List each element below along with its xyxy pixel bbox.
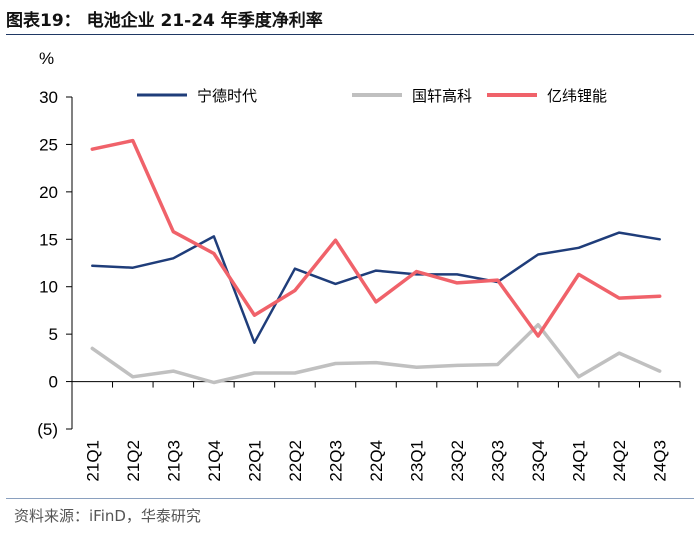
x-tick-label: 21Q4 [205, 440, 224, 482]
y-tick-label: 0 [49, 373, 58, 392]
page-title: 图表19： 电池企业 21-24 年季度净利率 [6, 11, 323, 31]
x-axis-labels: 21Q1 21Q2 21Q3 21Q4 22Q1 22Q2 22Q3 22Q4 23Q1 23Q2… [83, 440, 669, 482]
y-axis-unit: % [39, 49, 54, 68]
footer-divider [6, 498, 694, 499]
x-tick-label: 24Q1 [570, 440, 589, 482]
source-note: 资料来源：iFinD，华泰研究 [14, 507, 201, 525]
x-tick-label: 24Q3 [651, 440, 670, 482]
y-tick-label: 25 [39, 135, 58, 154]
x-tick-label: 23Q2 [448, 440, 467, 482]
chart-legend: 宁德时代 国轩高科 亿纬锂能 [137, 87, 607, 105]
y-tick-label: 10 [39, 278, 58, 297]
x-tick-label: 22Q4 [367, 440, 386, 482]
y-tick-label: (5) [37, 420, 58, 439]
y-tick-label: 30 [39, 88, 58, 107]
series-line-2 [90, 322, 662, 385]
x-tick-label: 24Q2 [610, 440, 629, 482]
y-tick-label: 20 [39, 183, 58, 202]
y-axis-labels: 30 25 20 15 10 5 0 (5) [37, 88, 58, 439]
y-tick-label: 15 [39, 230, 58, 249]
x-tick-label: 21Q3 [164, 440, 183, 482]
legend-label-3: 亿纬锂能 [547, 87, 607, 105]
legend-label-2: 国轩高科 [412, 87, 472, 105]
x-tick-label: 21Q2 [124, 440, 143, 482]
legend-label-1: 宁德时代 [197, 87, 257, 105]
chart-axes [66, 96, 681, 430]
x-tick-label: 23Q3 [489, 440, 508, 482]
series-line-1 [91, 231, 661, 344]
x-tick-label: 22Q3 [326, 440, 345, 482]
x-tick-label: 22Q1 [245, 440, 264, 482]
y-tick-label: 5 [49, 325, 58, 344]
line-chart: % 宁德时代 国轩高科 亿纬锂能 21Q1 21Q2 21Q3 21Q4 22Q1 22Q2 2… [37, 49, 681, 482]
series-line-3 [90, 138, 662, 338]
x-tick-label: 23Q1 [408, 440, 427, 482]
x-tick-label: 21Q1 [83, 440, 102, 482]
x-tick-label: 23Q4 [529, 440, 548, 482]
x-tick-label: 22Q2 [286, 440, 305, 482]
series-lines [90, 138, 662, 385]
title-divider [6, 34, 694, 35]
